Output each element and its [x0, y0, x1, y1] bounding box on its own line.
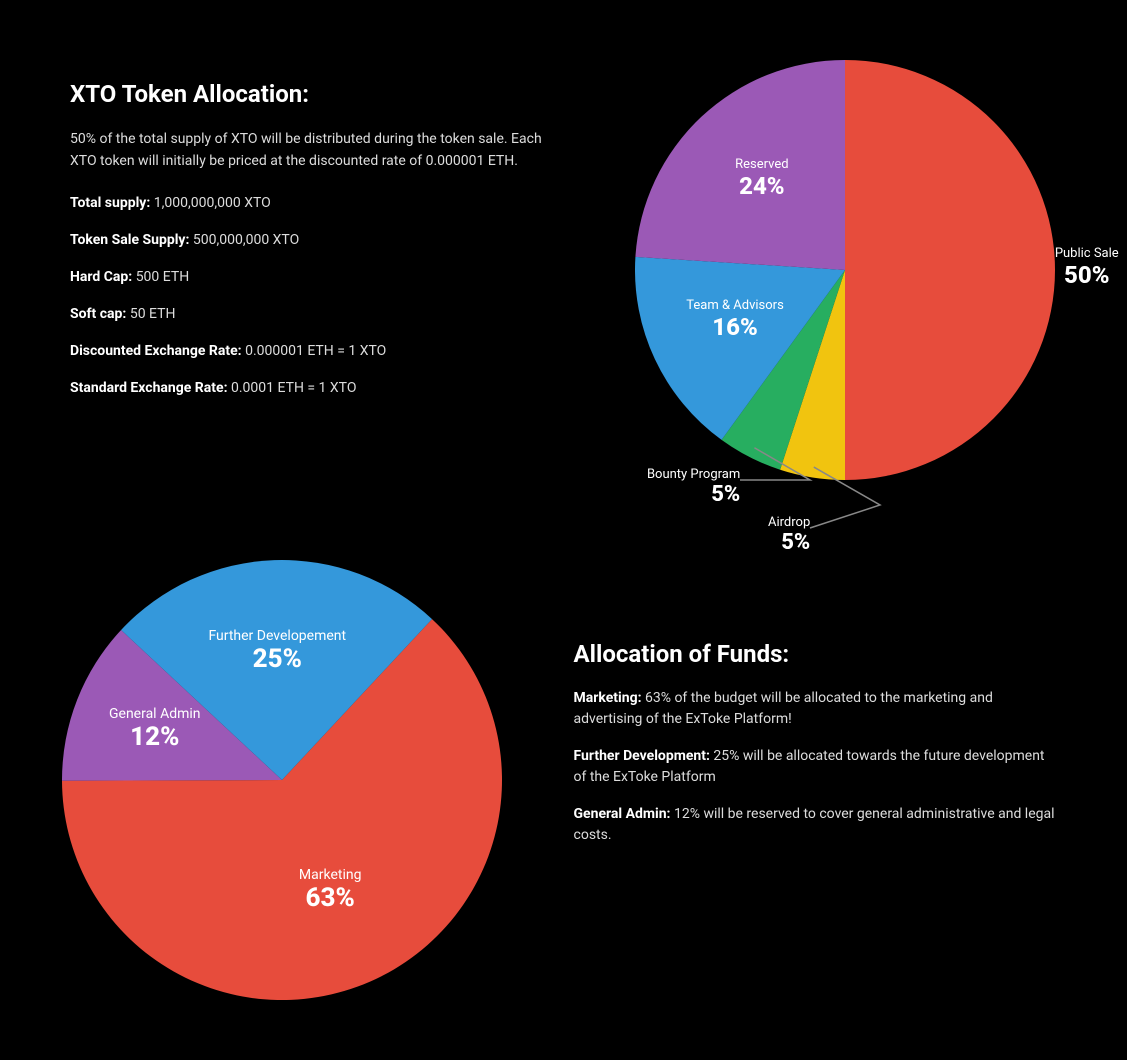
fund-para-label: Marketing:	[574, 690, 642, 706]
stat-value: 50 ETH	[126, 306, 175, 322]
pie-slice-percent: 5%	[580, 482, 740, 507]
funds-allocation-pie: Marketing63%General Admin12%Further Deve…	[62, 560, 502, 1000]
stat-label: Discounted Exchange Rate:	[70, 343, 242, 359]
token-allocation-stats: Total supply: 1,000,000,000 XTO Token Sal…	[70, 193, 554, 399]
stat-value: 0.0001 ETH = 1 XTO	[228, 380, 357, 396]
stat-line: Standard Exchange Rate: 0.0001 ETH = 1 X…	[70, 378, 554, 399]
token-allocation-intro: 50% of the total supply of XTO will be d…	[70, 128, 554, 173]
stat-value: 0.000001 ETH = 1 XTO	[242, 343, 387, 359]
pie-ext-label: Bounty Program5%	[580, 467, 740, 507]
stat-value: 1,000,000,000 XTO	[150, 195, 270, 211]
token-allocation-section: XTO Token Allocation: 50% of the total s…	[0, 40, 1127, 500]
funds-allocation-text: Allocation of Funds: Marketing: 63% of t…	[544, 560, 1088, 1000]
fund-para: General Admin: 12% will be reserved to c…	[574, 804, 1058, 846]
leader-line	[635, 60, 1115, 600]
token-allocation-chart-col: Public Sale50%Airdrop5%Bounty Program5%T…	[604, 60, 1088, 480]
stat-label: Total supply:	[70, 195, 150, 211]
stat-value: 500,000,000 XTO	[189, 232, 299, 248]
stat-label: Token Sale Supply:	[70, 232, 189, 248]
pie-slice-name: Bounty Program	[580, 467, 740, 482]
stat-line: Soft cap: 50 ETH	[70, 304, 554, 325]
pie-svg	[62, 560, 502, 1000]
fund-para-label: General Admin:	[574, 806, 671, 822]
stat-value: 500 ETH	[132, 269, 189, 285]
stat-label: Soft cap:	[70, 306, 126, 322]
fund-para: Further Development: 25% will be allocat…	[574, 746, 1058, 788]
fund-para-label: Further Development:	[574, 748, 710, 764]
stat-line: Discounted Exchange Rate: 0.000001 ETH =…	[70, 341, 554, 362]
token-allocation-heading: XTO Token Allocation:	[70, 80, 554, 108]
fund-para: Marketing: 63% of the budget will be all…	[574, 688, 1058, 730]
stat-line: Hard Cap: 500 ETH	[70, 267, 554, 288]
stat-label: Hard Cap:	[70, 269, 132, 285]
stat-label: Standard Exchange Rate:	[70, 380, 228, 396]
funds-allocation-section: Marketing63%General Admin12%Further Deve…	[0, 540, 1127, 1020]
funds-allocation-heading: Allocation of Funds:	[574, 640, 1058, 668]
stat-line: Token Sale Supply: 500,000,000 XTO	[70, 230, 554, 251]
stat-line: Total supply: 1,000,000,000 XTO	[70, 193, 554, 214]
funds-allocation-paras: Marketing: 63% of the budget will be all…	[574, 688, 1058, 846]
token-allocation-text: XTO Token Allocation: 50% of the total s…	[40, 60, 584, 480]
funds-allocation-chart-col: Marketing63%General Admin12%Further Deve…	[40, 560, 524, 1000]
token-allocation-pie: Public Sale50%Airdrop5%Bounty Program5%T…	[635, 60, 1055, 480]
